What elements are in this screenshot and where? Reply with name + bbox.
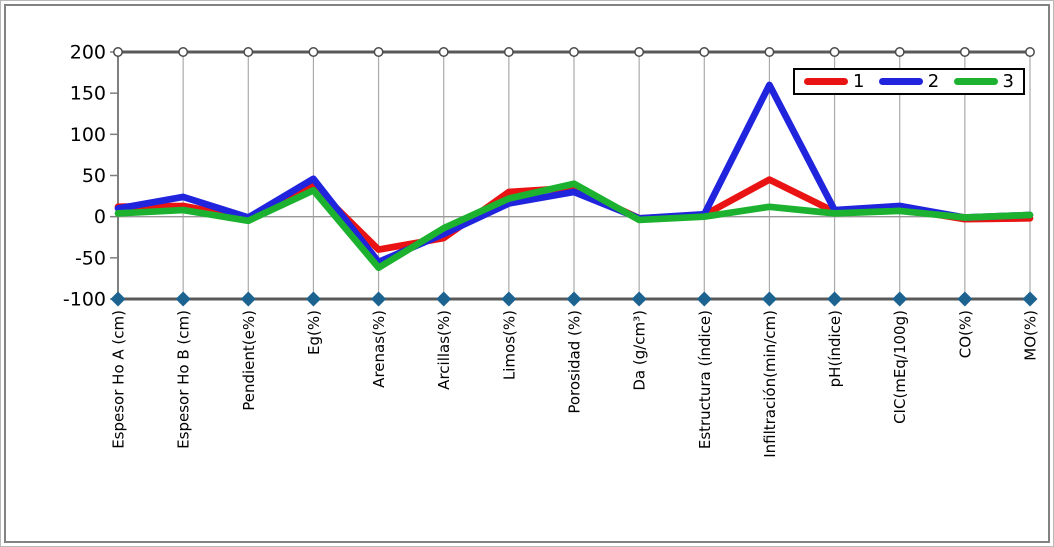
series-1-swatch-icon: [804, 78, 848, 85]
category-label: Espesor Ho A (cm): [110, 310, 128, 449]
category-label: Pendient(e%): [240, 310, 258, 411]
diamond-marker: [436, 291, 452, 307]
y-tick-label: 200: [70, 42, 106, 64]
diamond-marker: [631, 291, 647, 307]
y-tick-label: -50: [75, 247, 106, 269]
circle-marker: [764, 47, 775, 57]
circle-marker: [503, 47, 514, 57]
category-label: Infiltración(min/cm): [761, 310, 779, 458]
diamond-marker: [501, 291, 517, 307]
circle-marker: [243, 47, 254, 57]
circle-marker: [373, 47, 384, 57]
legend-label-series-2: 2: [927, 70, 940, 92]
y-tick-label: 150: [70, 83, 106, 105]
series-3-swatch-icon: [953, 78, 998, 85]
chart-legend: 1 2 3: [793, 68, 1025, 95]
circle-marker: [178, 47, 189, 57]
category-label: MO(%): [1022, 310, 1040, 361]
circle-marker: [113, 47, 123, 57]
diamond-marker: [827, 291, 843, 307]
category-label: CIC(mEq/100g): [891, 310, 909, 424]
diamond-marker: [957, 291, 973, 307]
series-line-2[interactable]: [114, 81, 1034, 266]
legend-item-series-2[interactable]: 2: [878, 70, 940, 92]
diamond-marker: [371, 291, 387, 307]
category-label: Arenas(%): [370, 310, 388, 388]
circle-marker: [699, 47, 710, 57]
y-tick-label: 100: [70, 124, 106, 146]
category-label: Porosidad (%): [566, 310, 584, 414]
diamond-marker: [305, 291, 321, 307]
circle-marker: [959, 47, 970, 57]
circle-marker: [1025, 47, 1035, 57]
diamond-marker: [1022, 291, 1038, 307]
circle-marker: [308, 47, 319, 57]
diamond-marker: [761, 291, 777, 307]
diamond-marker: [696, 291, 712, 307]
diamond-marker: [240, 291, 256, 307]
category-label: Da (g/cm³): [631, 310, 649, 391]
legend-label-series-1: 1: [853, 70, 865, 92]
diamond-marker: [110, 291, 126, 307]
category-label: Eg(%): [305, 310, 323, 355]
legend-item-series-1[interactable]: 1: [804, 70, 865, 92]
circle-marker: [634, 47, 645, 57]
diamond-marker: [566, 291, 582, 307]
category-label: Limos(%): [500, 310, 518, 380]
circle-marker: [438, 47, 449, 57]
circle-marker: [569, 47, 579, 57]
category-label: CO(%): [956, 310, 974, 358]
category-label: Espesor Ho B (cm): [175, 310, 193, 449]
circle-marker: [894, 47, 905, 57]
legend-label-series-3: 3: [1002, 70, 1014, 92]
y-tick-label: -100: [63, 289, 106, 311]
diamond-marker: [175, 291, 191, 307]
series-line-3[interactable]: [114, 180, 1034, 272]
category-label: pH(índice): [826, 310, 844, 387]
diamond-marker: [892, 291, 908, 307]
category-label: Estructura (índice): [696, 310, 714, 449]
series-2-swatch-icon: [878, 78, 923, 85]
y-tick-label: 0: [94, 206, 106, 228]
category-label: Arcillas(%): [435, 310, 453, 390]
legend-item-series-3[interactable]: 3: [953, 70, 1014, 92]
y-tick-label: 50: [82, 165, 106, 187]
circle-marker: [829, 47, 840, 57]
